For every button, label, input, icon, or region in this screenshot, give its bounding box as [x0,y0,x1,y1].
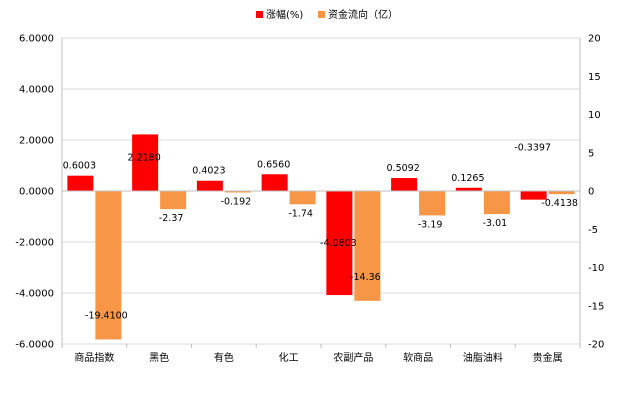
legend-swatch-fund-flow [318,11,325,18]
data-label-fund-flow: -19.4100 [85,310,128,321]
x-category-label: 黑色 [149,351,169,364]
data-label-fund-flow: -14.36 [350,272,381,283]
bar-fund-flow [160,191,187,210]
bar-fund-flow [289,191,316,205]
x-category-label: 商品指数 [74,351,114,364]
data-label-change-pct: 0.5092 [387,163,420,174]
left-y-tick-label: 4.0000 [19,85,54,96]
data-label-change-pct: -0.3397 [514,143,551,154]
x-category-label: 化工 [279,351,299,364]
data-label-fund-flow: -3.19 [418,219,443,230]
bar-change-pct [326,191,353,296]
bar-change-pct [132,134,159,191]
bar-change-pct [67,175,94,191]
right-y-tick-label: -5 [588,225,598,236]
bar-change-pct [196,180,223,191]
left-y-tick-label: -6.0000 [15,340,54,351]
bar-change-pct [391,178,418,191]
right-y-tick-label: -15 [588,301,604,312]
data-label-change-pct: 0.6003 [63,161,96,172]
data-label-fund-flow: -1.74 [288,208,313,219]
right-y-tick-label: 20 [588,34,601,45]
left-y-tick-label: -2.0000 [15,238,54,249]
legend: 涨幅(%) 资金流向（亿） [256,8,398,21]
bars [67,134,575,340]
x-category-label: 农副产品 [333,351,373,364]
left-y-tick-label: 2.0000 [19,136,54,147]
legend-swatch-change-pct [256,11,263,18]
x-category-label: 有色 [214,351,234,364]
right-y-tick-label: 0 [588,187,594,198]
x-category-label: 软商品 [403,351,433,364]
bar-change-pct [261,174,288,191]
bar-fund-flow [483,191,510,215]
left-y-tick-label: -4.0000 [15,289,54,300]
x-category-label: 贵金属 [533,351,563,364]
data-label-change-pct: -4.0803 [320,238,357,249]
data-label-change-pct: 0.6560 [257,159,290,170]
left-y-tick-label: 6.0000 [19,34,54,45]
data-label-fund-flow: -0.192 [221,196,252,207]
bar-fund-flow [224,191,251,193]
legend-label-fund-flow: 资金流向（亿） [328,8,398,21]
data-labels: 0.6003 -19.4100 2.2180 -2.37 0.4023 -0.192 0.6… [63,143,578,322]
right-y-tick-label: 10 [588,110,601,121]
right-y-tick-label: -20 [588,340,604,351]
data-label-change-pct: 0.4023 [192,166,225,177]
bar-change-pct [455,187,482,191]
right-y-tick-label: 5 [588,148,594,159]
right-y-tick-label: 15 [588,72,601,83]
right-y-tick-label: -10 [588,263,604,274]
data-label-change-pct: 2.2180 [128,152,161,163]
bar-change-pct [520,191,547,200]
bar-fund-flow [354,191,381,301]
bar-fund-flow [95,191,122,340]
bar-fund-flow [419,191,446,216]
x-category-label: 油脂油料 [463,351,503,364]
axes: 6.0000 4.0000 2.0000 0.0000 -2.0000 -4.0000 -6… [15,34,604,365]
data-label-fund-flow: -0.4138 [541,198,578,209]
legend-label-change-pct: 涨幅(%) [266,8,303,21]
data-label-fund-flow: -3.01 [483,218,508,229]
data-label-fund-flow: -2.37 [159,213,184,224]
data-label-change-pct: 0.1265 [451,173,484,184]
bar-fund-flow [548,191,575,195]
left-y-tick-label: 0.0000 [19,187,54,198]
